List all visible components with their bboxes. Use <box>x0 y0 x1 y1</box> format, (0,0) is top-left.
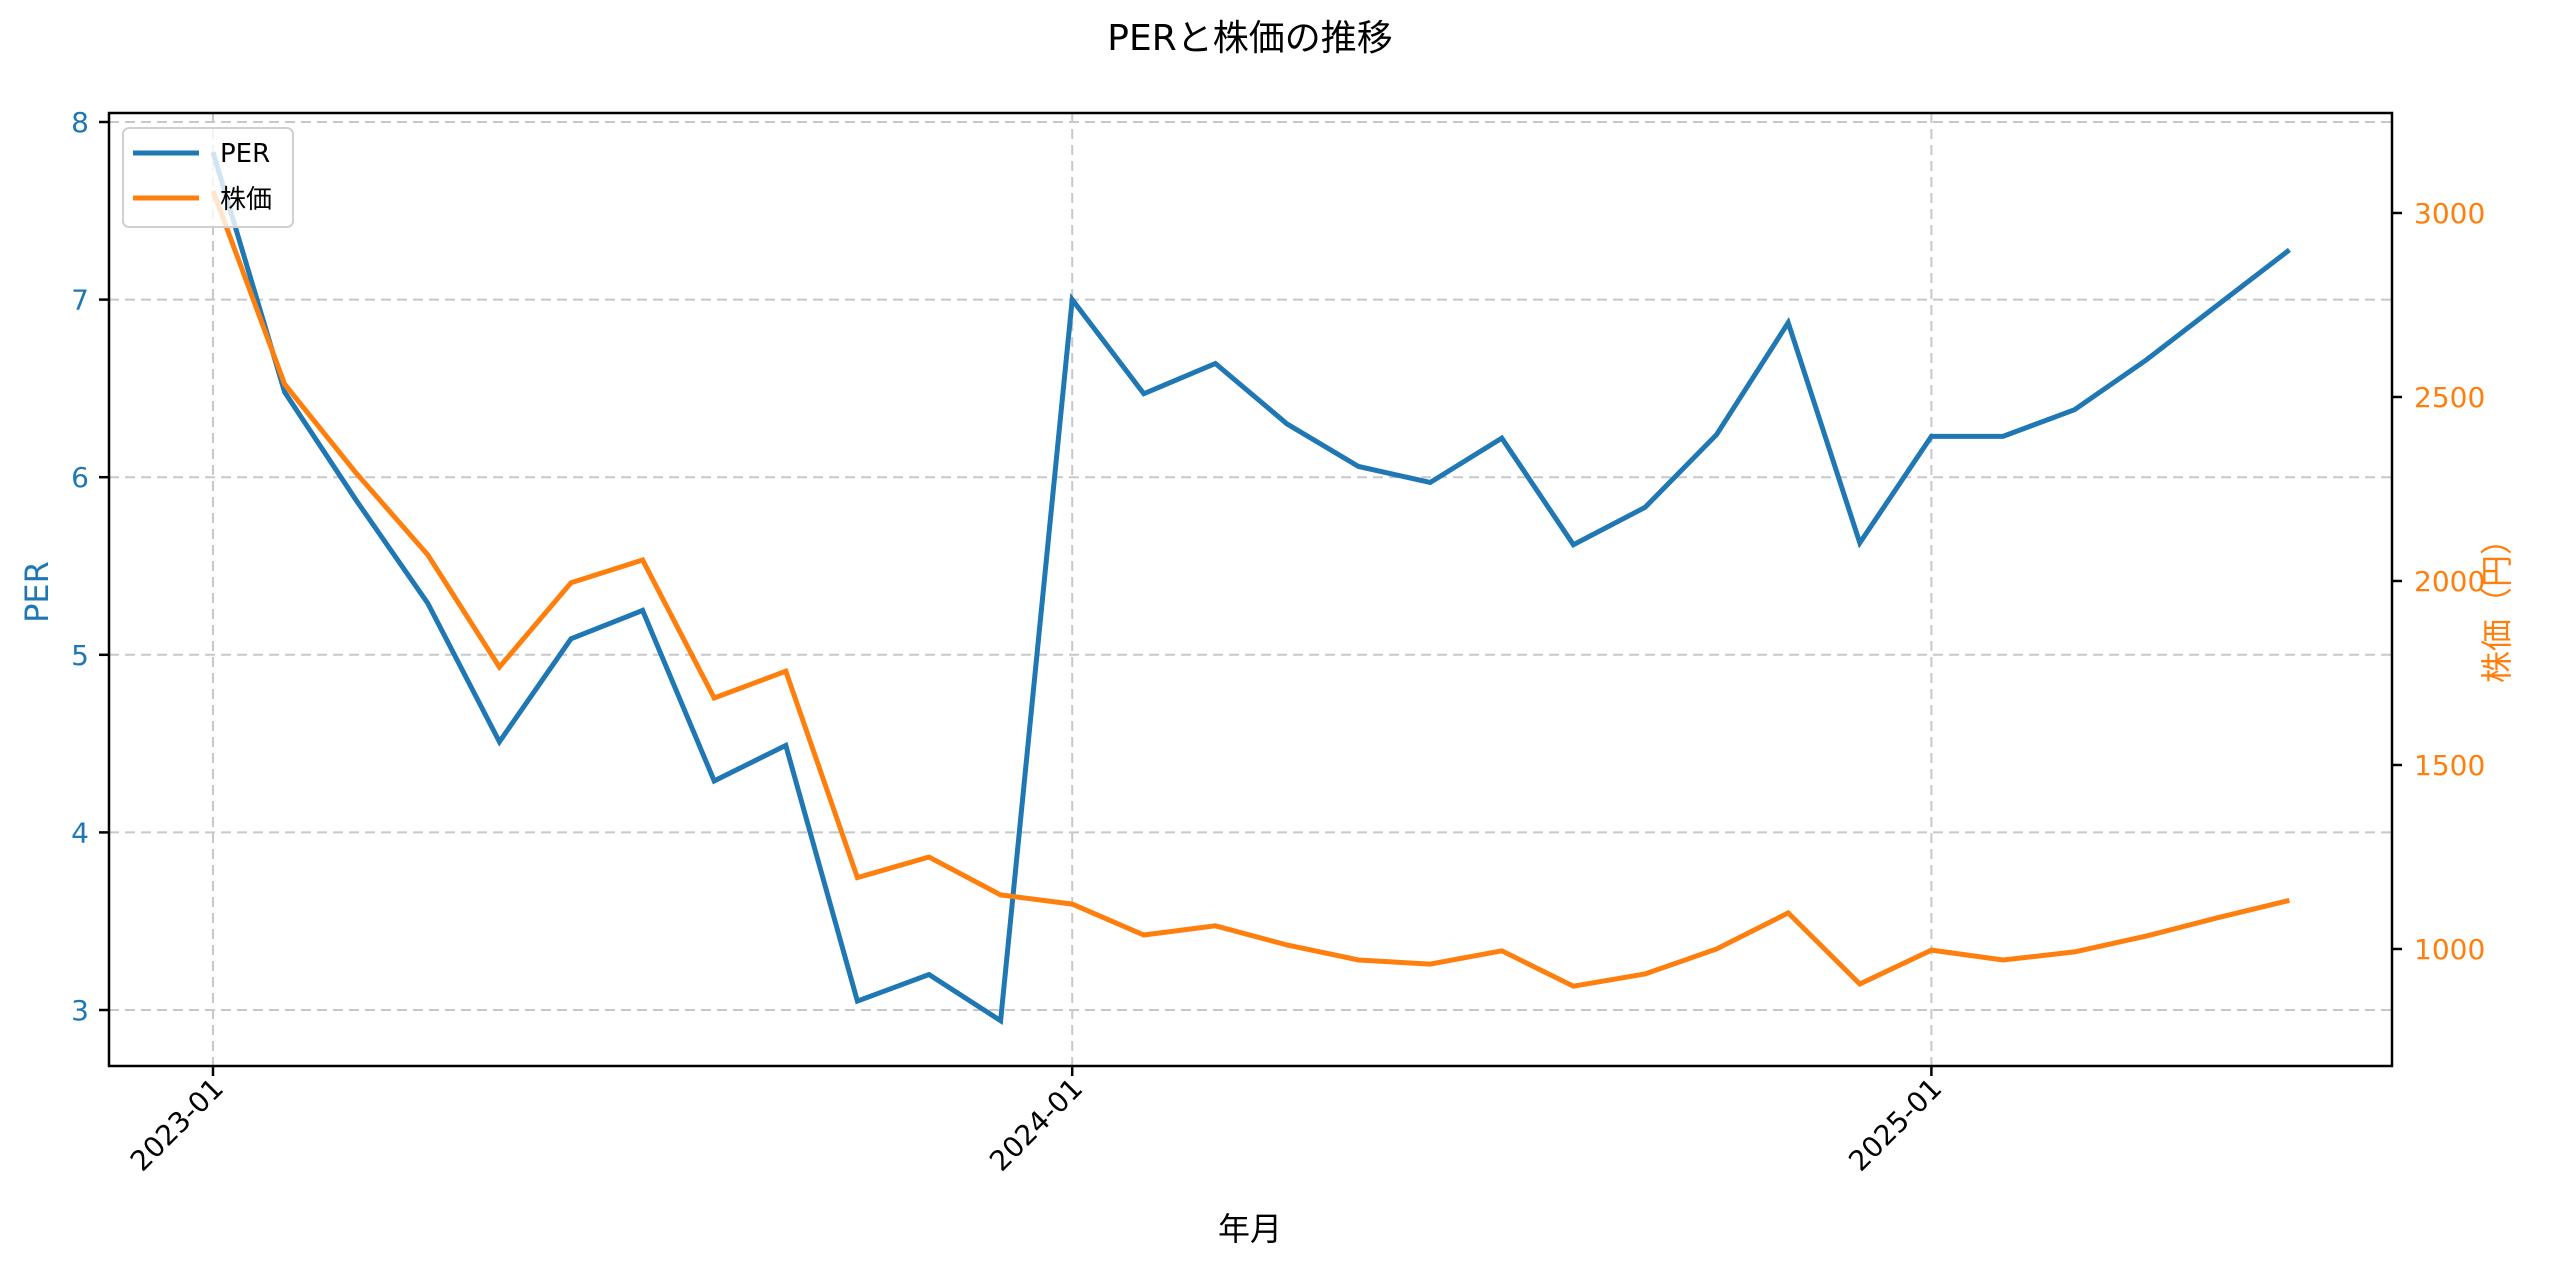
chart-title: PERと株価の推移 <box>1107 18 1392 59</box>
x-axis: 2023-01 2024-01 2025-01 <box>124 1066 1948 1178</box>
plot-area-frame <box>107 111 2394 1068</box>
left-tick-label: 4 <box>71 816 89 849</box>
series-lines <box>210 151 2291 1026</box>
right-tick-label: 3000 <box>2414 197 2485 230</box>
left-tick-label: 3 <box>71 994 89 1027</box>
y-axis-label-right: 株価（円） <box>2478 523 2516 683</box>
left-tick-label: 7 <box>71 284 89 317</box>
legend: PER 株価 <box>122 127 294 228</box>
grid-lines <box>109 113 2392 1066</box>
x-tick-label: 2024-01 <box>983 1072 1089 1178</box>
right-tick-label: 2500 <box>2414 381 2485 414</box>
right-tick-label: 2000 <box>2414 565 2485 598</box>
per-line <box>210 151 2291 1026</box>
price-line <box>210 190 2290 989</box>
right-tick-label: 1500 <box>2414 749 2485 782</box>
x-tick-label: 2023-01 <box>124 1072 230 1178</box>
x-tick-label: 2025-01 <box>1842 1072 1948 1178</box>
right-y-axis: 1000 1500 2000 2500 3000 <box>2392 197 2485 966</box>
left-y-axis: 3 4 5 6 7 8 <box>71 106 109 1027</box>
x-axis-label: 年月 <box>1218 1210 1282 1248</box>
y-axis-label-left: PER <box>18 561 56 623</box>
left-tick-label: 8 <box>71 106 89 139</box>
left-tick-label: 5 <box>71 639 89 672</box>
legend-per-label: PER <box>220 139 270 169</box>
right-tick-label: 1000 <box>2414 933 2485 966</box>
legend-price-label: 株価 <box>220 185 272 215</box>
left-tick-label: 6 <box>71 461 89 494</box>
